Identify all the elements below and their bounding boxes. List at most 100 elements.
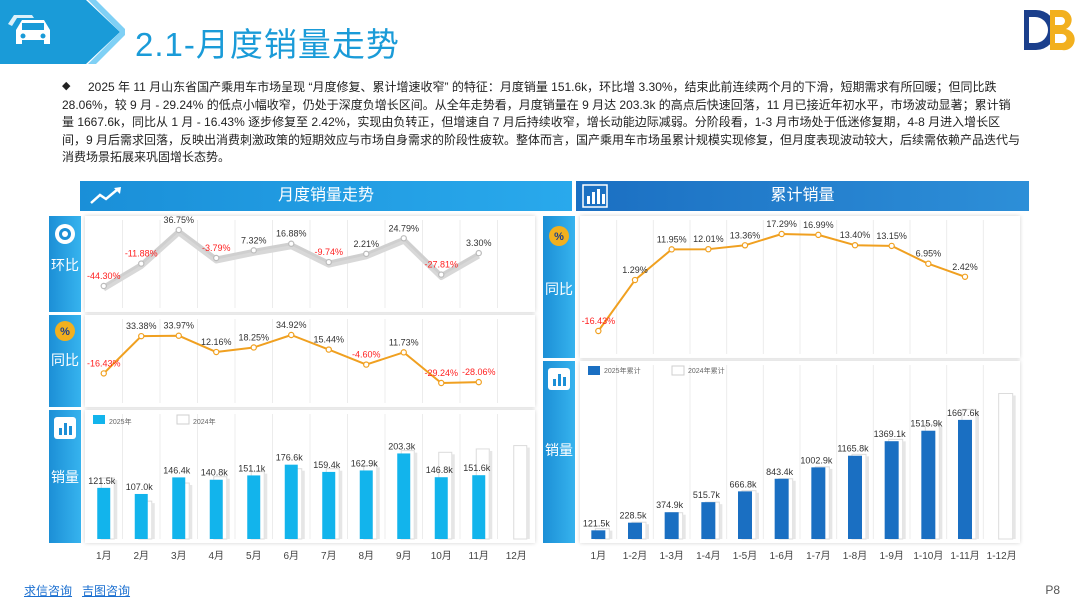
left-panel-title: 月度销量走势: [277, 187, 374, 204]
bar-2024-shade: [451, 454, 455, 539]
data-label: 13.36%: [730, 230, 761, 240]
x-tick-label: 3月: [171, 550, 187, 562]
bar-value-label: 515.7k: [693, 490, 721, 500]
bar-2025: [322, 471, 336, 539]
bar-2024-shade: [264, 473, 268, 539]
bar-2025: [359, 470, 373, 539]
data-point: [138, 260, 145, 267]
column-icon: [548, 368, 570, 390]
data-label: 7.32%: [241, 235, 267, 245]
data-point: [325, 258, 332, 266]
bar-value-label: 107.0k: [126, 482, 154, 492]
data-label: 16.88%: [276, 229, 307, 239]
data-point: [250, 344, 257, 351]
bar-2024-shade: [866, 456, 869, 539]
bar-chart-icon: [582, 184, 608, 208]
bar-value-label: 666.8k: [729, 479, 757, 489]
data-label: 3.30%: [466, 238, 492, 248]
label-volume: 销量: [51, 469, 79, 485]
bar-value-label: 151.1k: [238, 463, 266, 473]
sidebar-volume: 销量: [49, 410, 81, 543]
bar-2024-shade: [719, 504, 723, 539]
bar-value-label: 1515.9k: [910, 419, 943, 429]
data-label: 33.38%: [126, 321, 157, 331]
bar-2025: [591, 530, 606, 539]
bar-2025: [172, 477, 186, 539]
data-point: [400, 349, 407, 356]
chart-yoy: -16.43% 33.38% 33.97% 12.16% 18.25% 34.92% 15.…: [85, 315, 535, 407]
label-cum-volume: 销量: [545, 442, 573, 458]
data-point: [851, 241, 859, 249]
bar-value-label: 159.4k: [313, 460, 341, 470]
bar-2024-shade: [829, 468, 833, 539]
label-cum-yoy: 同比: [545, 281, 573, 297]
data-label: -16.43%: [87, 358, 121, 368]
chart-mom: -44.30% -11.88% 36.75% -3.79% 7.32% 16.88% -9.…: [85, 216, 535, 312]
data-label: -3.79%: [202, 243, 231, 253]
data-point: [100, 282, 107, 290]
x-tick-label: 10月: [431, 550, 452, 562]
bar-2024-shade: [1012, 395, 1016, 539]
data-point: [741, 242, 749, 249]
legend-swatch-2024: [671, 365, 685, 376]
bar-2025: [397, 453, 411, 539]
data-label: -28.06%: [462, 367, 496, 377]
data-label: 34.92%: [276, 320, 307, 330]
data-label: -29.24%: [424, 368, 458, 378]
bar-2025: [958, 419, 972, 539]
x-tick-label: 1-5月: [733, 550, 757, 562]
bar-value-label: 1667.6k: [947, 408, 980, 418]
data-point: [438, 379, 445, 387]
data-label: -16.43%: [582, 316, 616, 326]
data-label: 18.25%: [238, 332, 269, 342]
bar-value-label: 843.4k: [766, 467, 794, 477]
x-tick-label: 1-7月: [806, 550, 830, 562]
data-point: [325, 346, 332, 353]
bar-2024-shade: [526, 447, 530, 539]
data-point: [363, 250, 370, 258]
data-point: [288, 240, 295, 247]
chart-volume: 2025年 2024年 121.5k 107.0k 146.4k 140.8k 151.1k…: [85, 410, 535, 543]
bar-value-label: 146.8k: [426, 465, 454, 475]
footer-link-jitu[interactable]: 吉图咨询: [82, 584, 131, 598]
right-panel-header: 累计销量: [576, 181, 1029, 211]
bar-2025: [97, 487, 111, 539]
bar-2024-shade: [226, 478, 230, 539]
legend-swatch-2025: [93, 415, 105, 424]
bar-value-label: 374.9k: [656, 500, 684, 510]
bar-value-label: 151.6k: [463, 463, 491, 473]
sidebar-cum-yoy: % 同比: [543, 216, 575, 358]
footer-link-qiuxin[interactable]: 求信咨询: [24, 584, 73, 598]
bar-2024-shade: [301, 470, 305, 539]
data-label: 11.95%: [657, 234, 687, 244]
car-icon: [8, 15, 50, 44]
label-mom: 环比: [51, 257, 79, 273]
x-tick-label: 1-4月: [696, 550, 720, 562]
left-panel-header: 月度销量走势: [80, 181, 572, 211]
legend-swatch-2024: [176, 414, 190, 425]
data-point: [438, 271, 445, 278]
bar-value-label: 176.6k: [276, 453, 304, 463]
legend-label-2024: 2024年累计: [688, 366, 725, 375]
bar-2025: [247, 475, 261, 539]
bar-2024-shade: [902, 441, 906, 539]
bar-2025: [134, 493, 148, 539]
data-point: [475, 249, 482, 257]
bar-2024-shade: [151, 503, 155, 539]
x-tick-label: 5月: [246, 550, 262, 562]
bar-value-label: 1002.9k: [800, 455, 833, 465]
bar-value-label: 203.3k: [388, 441, 416, 451]
legend-label-2025: 2025年累计: [604, 366, 641, 375]
percent-icon: %: [55, 321, 75, 341]
data-point: [213, 254, 220, 262]
data-point: [100, 370, 107, 377]
data-label: 36.75%: [163, 216, 194, 225]
data-label: 6.95%: [916, 249, 942, 259]
sidebar-cum-volume: 销量: [543, 361, 575, 543]
legend-swatch-2025: [588, 366, 600, 375]
x-tick-label: 1-8月: [843, 550, 867, 562]
bar-2025: [701, 502, 716, 539]
page-title: 2.1-月度销量走势: [135, 26, 400, 63]
data-point: [961, 273, 969, 280]
data-label: 13.15%: [876, 231, 907, 241]
